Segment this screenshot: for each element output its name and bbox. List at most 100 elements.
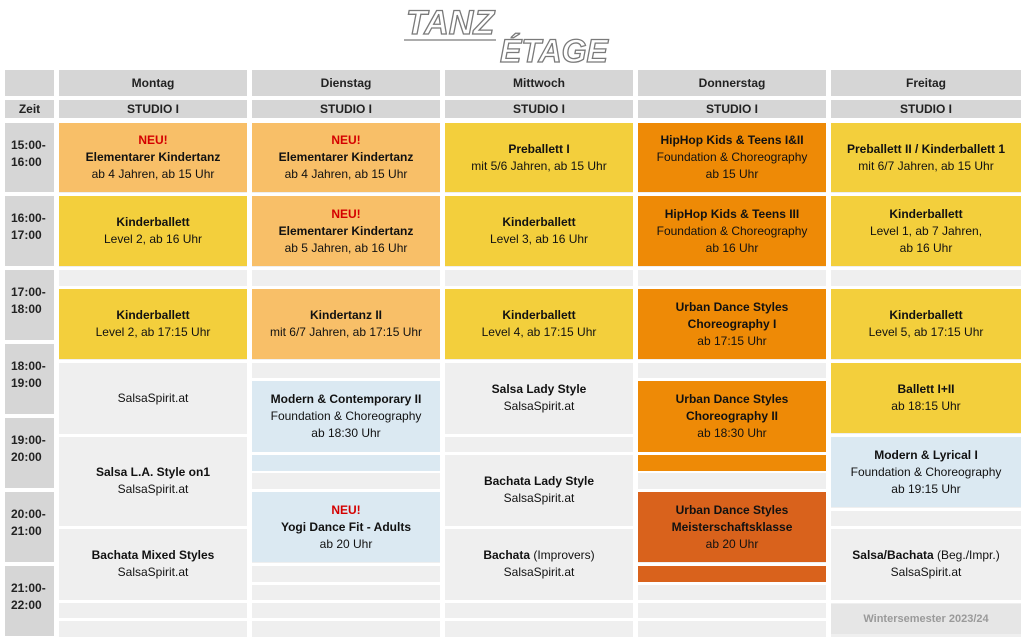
grid-slot: [638, 603, 826, 618]
time-start: 17:00-: [11, 285, 46, 299]
day-header-donnerstag: Donnerstag: [638, 70, 826, 96]
class-block[interactable]: NEU! Yogi Dance Fit - Adults ab 20 Uhr: [252, 492, 440, 562]
grid-slot: [59, 603, 247, 618]
class-title-2: Choreography I: [687, 316, 777, 331]
class-block[interactable]: Salsa L.A. Style on1 SalsaSpirit.at: [59, 437, 247, 525]
class-block[interactable]: Preballett II / Kinderballett 1 mit 6/7 …: [831, 123, 1021, 192]
class-title: Yogi Dance Fit - Adults: [280, 519, 411, 534]
class-detail: ab 16 Uhr: [705, 240, 759, 255]
class-block[interactable]: Salsa Lady Style SalsaSpirit.at: [445, 363, 633, 433]
time-end: 21:00: [11, 524, 42, 538]
studio-header: STUDIO I: [59, 100, 247, 118]
class-block[interactable]: Preballett I mit 5/6 Jahren, ab 15 Uhr: [445, 123, 633, 192]
time-slot: 15:00- 16:00: [5, 123, 54, 192]
class-level: (Beg./Impr.): [933, 548, 1000, 562]
time-end: 20:00: [11, 450, 42, 464]
class-title: Salsa L.A. Style on1: [95, 465, 211, 479]
class-detail: mit 6/7 Jahren, ab 15 Uhr: [858, 158, 994, 173]
day-header-freitag: Freitag: [831, 70, 1021, 96]
class-block[interactable]: NEU! Elementarer Kindertanz ab 4 Jahren,…: [59, 123, 247, 192]
studio-header: STUDIO I: [445, 100, 633, 118]
class-title: Kindertanz II: [309, 308, 382, 322]
time-slot: 17:00- 18:00: [5, 270, 54, 340]
class-block[interactable]: Modern & Contemporary II Foundation & Ch…: [252, 381, 440, 452]
header-blank: [5, 70, 54, 96]
class-block[interactable]: Bachata (Improvers) SalsaSpirit.at: [445, 529, 633, 599]
class-block[interactable]: Bachata Lady Style SalsaSpirit.at: [445, 455, 633, 525]
class-block[interactable]: SalsaSpirit.at: [59, 363, 247, 433]
class-detail: ab 18:15 Uhr: [891, 399, 961, 413]
class-block[interactable]: Kindertanz II mit 6/7 Jahren, ab 17:15 U…: [252, 289, 440, 359]
class-title: Preballett I: [508, 141, 570, 156]
class-detail: Level 4, ab 17:15 Uhr: [481, 325, 597, 339]
class-detail: ab 17:15 Uhr: [697, 333, 767, 348]
class-block[interactable]: Kinderballett Level 2, ab 16 Uhr: [59, 196, 247, 266]
class-title: Modern & Contemporary II: [270, 392, 422, 406]
grid-slot: [445, 603, 633, 618]
time-end: 18:00: [11, 302, 42, 316]
new-badge: NEU!: [331, 133, 361, 147]
class-detail: SalsaSpirit.at: [117, 565, 189, 579]
class-title: Elementarer Kindertanz: [85, 150, 221, 164]
class-block[interactable]: NEU! Elementarer Kindertanz ab 4 Jahren,…: [252, 123, 440, 192]
class-block[interactable]: Kinderballett Level 2, ab 17:15 Uhr: [59, 289, 247, 359]
class-detail: Level 1, ab 7 Jahren,: [869, 223, 983, 238]
class-title-line: Bachata (Improvers): [483, 547, 594, 564]
day-header-dienstag: Dienstag: [252, 70, 440, 96]
class-detail: Level 2, ab 16 Uhr: [103, 232, 203, 246]
class-block[interactable]: Urban Dance Styles Choreography I ab 17:…: [638, 289, 826, 359]
class-title: Elementarer Kindertanz: [278, 223, 414, 238]
grid-slot: [252, 621, 440, 637]
class-block[interactable]: Bachata Mixed Styles SalsaSpirit.at: [59, 529, 247, 599]
grid-slot: [59, 270, 247, 286]
class-block[interactable]: Urban Dance Styles Choreography II ab 18…: [638, 381, 826, 452]
class-detail: SalsaSpirit.at: [503, 399, 575, 413]
class-block[interactable]: Modern & Lyrical I Foundation & Choreogr…: [831, 437, 1021, 507]
class-title: Preballett II / Kinderballett 1: [846, 141, 1006, 156]
grid-slot: [252, 566, 440, 582]
class-detail: Level 3, ab 16 Uhr: [489, 232, 589, 246]
time-start: 15:00-: [11, 138, 46, 152]
grid-slot: [638, 270, 826, 286]
grid-slot: [445, 437, 633, 452]
class-title: Kinderballett: [116, 215, 190, 229]
class-detail: ab 15 Uhr: [705, 167, 759, 181]
class-title: Urban Dance Styles: [675, 392, 789, 406]
class-title: Bachata Lady Style: [483, 474, 595, 488]
class-title: Ballett I+II: [897, 382, 955, 396]
class-block[interactable]: HipHop Kids & Teens I&II Foundation & Ch…: [638, 123, 826, 192]
time-column-header: Zeit: [5, 100, 54, 118]
grid-slot: [252, 603, 440, 618]
grid-slot: [252, 473, 440, 489]
class-title: Kinderballett: [502, 308, 576, 322]
class-block[interactable]: HipHop Kids & Teens III Foundation & Cho…: [638, 196, 826, 266]
class-title-2: Choreography II: [685, 409, 778, 423]
time-start: 18:00-: [11, 359, 46, 373]
grid-slot: [445, 270, 633, 286]
class-detail: ab 18:30 Uhr: [697, 426, 767, 440]
class-block[interactable]: NEU! Elementarer Kindertanz ab 5 Jahren,…: [252, 196, 440, 266]
time-slot: 19:00- 20:00: [5, 418, 54, 488]
class-detail: SalsaSpirit.at: [117, 482, 189, 496]
time-slot: 20:00- 21:00: [5, 492, 54, 562]
class-detail: Foundation & Choreography: [656, 223, 808, 238]
class-detail: Foundation & Choreography: [656, 150, 808, 164]
class-block[interactable]: Ballett I+II ab 18:15 Uhr: [831, 363, 1021, 433]
grid-slot: [638, 473, 826, 489]
class-title: Kinderballett: [889, 308, 963, 322]
class-title: Urban Dance Styles: [675, 299, 789, 314]
class-block[interactable]: Kinderballett Level 1, ab 7 Jahren, ab 1…: [831, 196, 1021, 266]
grid-slot: [252, 270, 440, 286]
class-detail: SalsaSpirit.at: [503, 565, 575, 579]
class-block[interactable]: Kinderballett Level 3, ab 16 Uhr: [445, 196, 633, 266]
class-block[interactable]: Kinderballett Level 4, ab 17:15 Uhr: [445, 289, 633, 359]
studio-header: STUDIO I: [252, 100, 440, 118]
class-detail: mit 6/7 Jahren, ab 17:15 Uhr: [269, 325, 423, 339]
class-detail: Foundation & Choreography: [270, 409, 422, 423]
class-block[interactable]: Urban Dance Styles Meisterschaftsklasse …: [638, 492, 826, 562]
class-block[interactable]: Salsa/Bachata (Beg./Impr.) SalsaSpirit.a…: [831, 529, 1021, 599]
class-block[interactable]: Kinderballett Level 5, ab 17:15 Uhr: [831, 289, 1021, 359]
grid-slot: [638, 585, 826, 600]
class-detail: ab 16 Uhr: [899, 240, 953, 255]
